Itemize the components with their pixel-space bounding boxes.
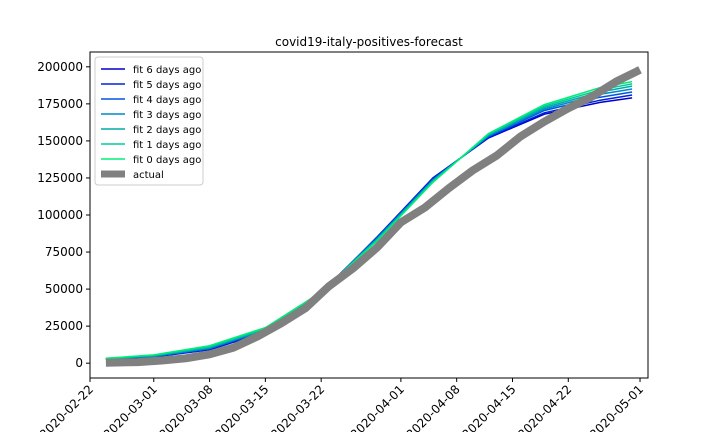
legend-label-6: fit 0 days ago [133, 155, 201, 166]
y-tick-label: 125000 [37, 171, 83, 185]
legend-label-3: fit 3 days ago [133, 110, 201, 121]
y-tick-label: 25000 [45, 319, 83, 333]
legend-label-1: fit 5 days ago [133, 80, 201, 91]
y-tick-label: 200000 [37, 60, 83, 74]
chart-title: covid19-italy-positives-forecast [275, 35, 463, 49]
legend-label-0: fit 6 days ago [133, 65, 201, 76]
y-tick-label: 175000 [37, 97, 83, 111]
y-axis: 0 25000 50000 75000 100000 125000 150000 175000… [37, 60, 90, 370]
legend-label-5: fit 1 days ago [133, 140, 201, 151]
series-line-6 [105, 80, 633, 360]
y-tick-label: 150000 [37, 134, 83, 148]
series-line-7 [105, 66, 642, 367]
legend-label-2: fit 4 days ago [133, 95, 201, 106]
y-tick-label: 75000 [45, 245, 83, 259]
y-tick-label: 100000 [37, 208, 83, 222]
legend-label-7: actual [133, 170, 164, 181]
legend-label-4: fit 2 days ago [133, 125, 201, 136]
legend-box [94, 56, 204, 186]
y-tick-label: 0 [75, 356, 83, 370]
plot-lines [105, 66, 642, 367]
y-tick-label: 50000 [45, 282, 83, 296]
legend: fit 6 days ago fit 5 days ago fit 4 days a… [94, 56, 204, 186]
